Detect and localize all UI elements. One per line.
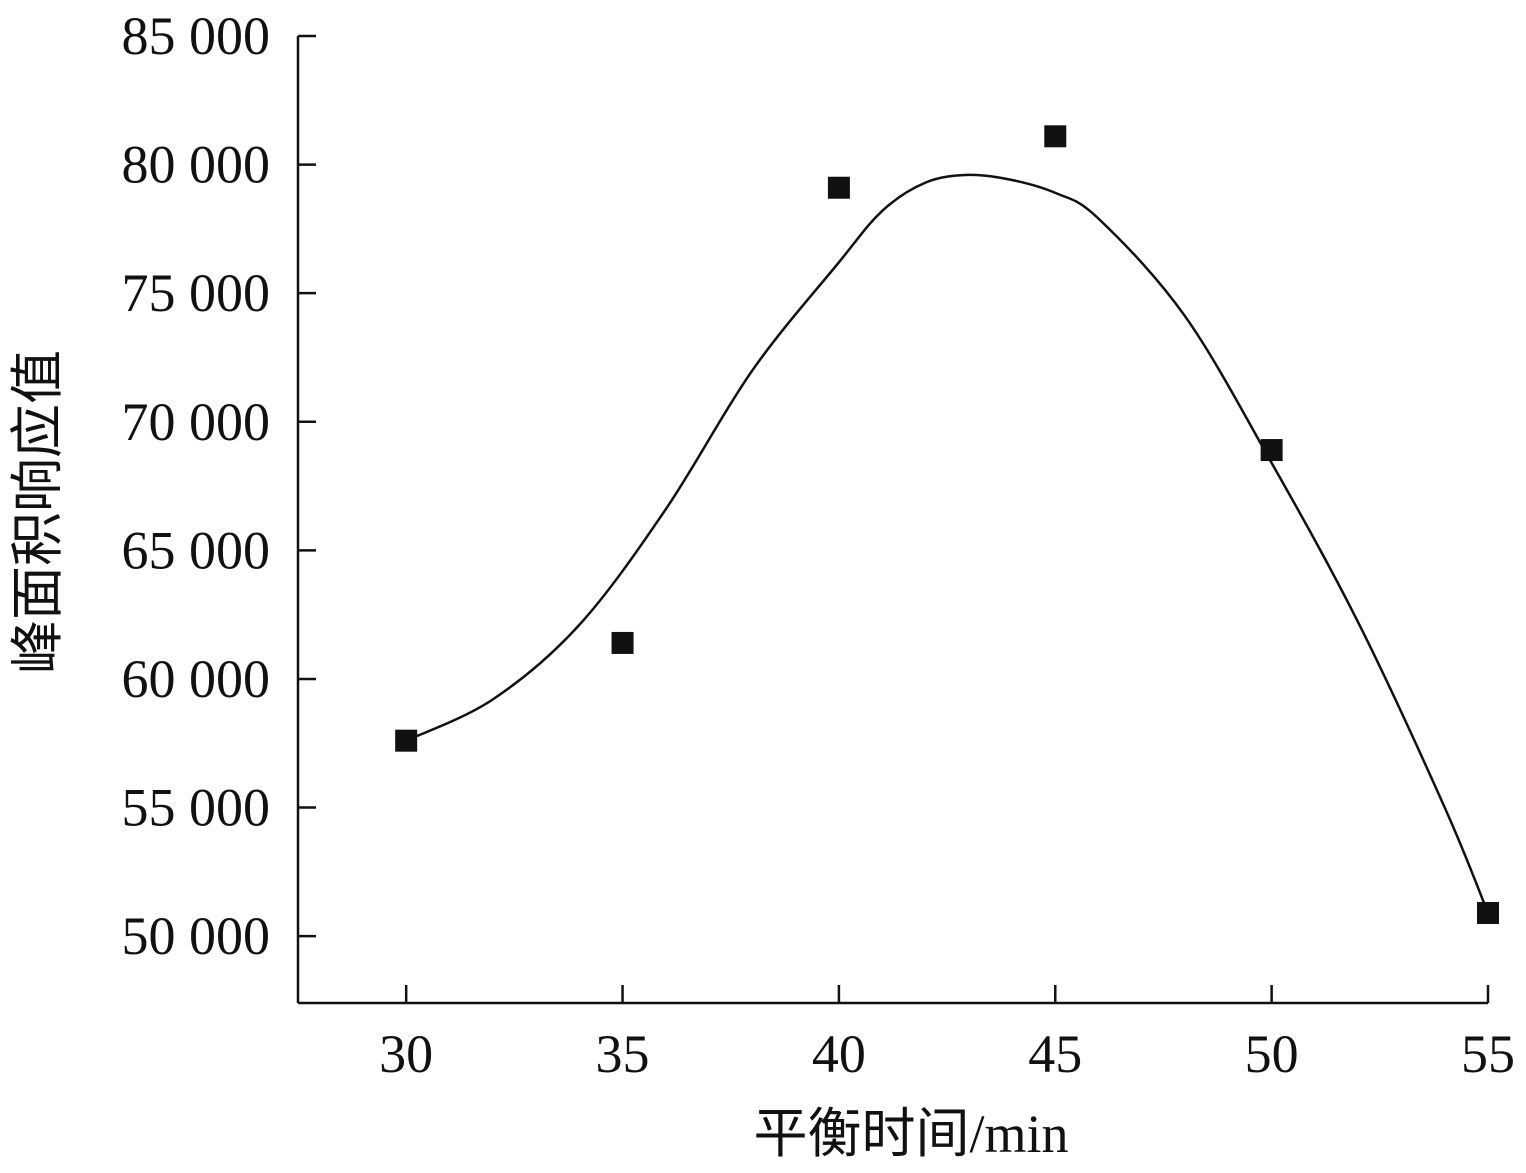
y-tick-label: 60 000	[122, 649, 271, 709]
y-tick-label: 50 000	[122, 906, 271, 966]
x-tick-label: 50	[1245, 1024, 1299, 1084]
data-point	[395, 729, 418, 752]
data-point	[827, 176, 850, 199]
y-tick-label: 55 000	[122, 778, 271, 838]
data-point	[611, 631, 634, 654]
data-point	[1477, 901, 1499, 924]
x-axis-title: 平衡时间/min	[753, 1104, 1068, 1164]
y-tick-label: 65 000	[122, 520, 271, 580]
x-tick-label: 35	[596, 1024, 650, 1084]
fit-curve-line	[405, 173, 1490, 914]
x-tick-label: 55	[1461, 1024, 1515, 1084]
data-point	[1260, 439, 1283, 462]
data-point	[1044, 125, 1067, 148]
y-tick-label: 85 000	[122, 6, 271, 66]
y-tick-label: 80 000	[122, 135, 271, 195]
plot-area: 50 000 55 000 60 000 65 000 70 000 75 000 80 0…	[122, 6, 1516, 1084]
x-tick-label: 45	[1028, 1024, 1082, 1084]
y-tick-label: 75 000	[122, 263, 271, 323]
x-tick-label: 30	[379, 1024, 433, 1084]
y-axis-title: 峰面积响应值	[8, 350, 68, 674]
x-tick-label: 40	[812, 1024, 866, 1084]
y-tick-label: 70 000	[122, 392, 271, 452]
